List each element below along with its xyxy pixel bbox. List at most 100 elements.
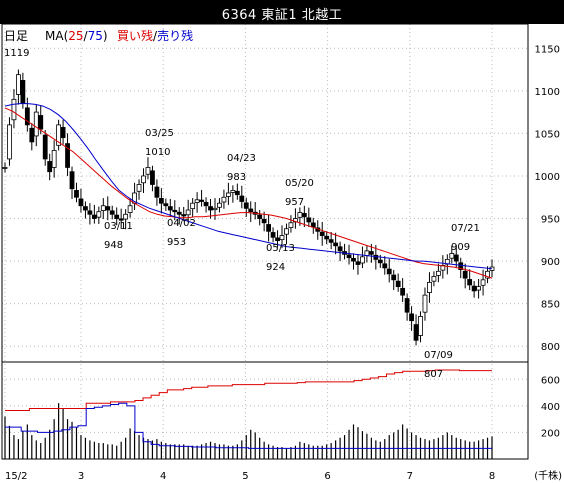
candle-body <box>123 213 129 220</box>
candle-body <box>212 207 218 211</box>
candle-body <box>333 242 339 247</box>
candle-body <box>47 161 53 173</box>
candle-body <box>306 217 312 223</box>
candle-body <box>141 175 146 184</box>
annotation-date: 03/25 <box>145 128 174 139</box>
candle-body <box>11 98 17 121</box>
candle-body <box>431 276 437 282</box>
candle-body <box>234 190 240 196</box>
candle-body <box>413 324 419 341</box>
candle-body <box>476 286 481 291</box>
candle-body <box>382 263 388 269</box>
candle-body <box>355 261 361 265</box>
price-tick-label: 1000 <box>535 172 560 183</box>
candle-body <box>181 214 187 217</box>
date-tick-label: 6 <box>324 471 330 482</box>
candle-body <box>360 256 365 264</box>
candle-body <box>69 171 75 190</box>
annotation-date: 07/09 <box>424 350 453 361</box>
volume-tick-label: 400 <box>541 402 560 413</box>
price-tick-label: 1150 <box>535 44 560 55</box>
candle-body <box>145 167 151 175</box>
ma-legend: MA(25/75) <box>45 29 108 43</box>
candle-body <box>279 235 285 241</box>
candle-body <box>7 124 12 160</box>
candle-body <box>167 206 173 211</box>
candlesticks <box>2 69 495 346</box>
annotation-value: 957 <box>285 197 304 208</box>
candle-body <box>199 199 204 202</box>
period-label: 日足 <box>4 29 28 43</box>
candle-body <box>158 198 164 204</box>
candle-body <box>172 209 178 213</box>
annotation-date: 04/02 <box>167 218 196 229</box>
price-tick-label: 1100 <box>535 87 560 98</box>
candle-body <box>418 316 423 336</box>
volume-tick-label: 200 <box>541 428 560 439</box>
candle-body <box>208 206 213 211</box>
date-tick-label: 3 <box>78 471 84 482</box>
annotation-value: 983 <box>227 172 246 183</box>
candle-body <box>74 190 79 198</box>
candle-body <box>65 143 70 168</box>
candle-body <box>217 202 222 208</box>
candle-body <box>310 222 316 228</box>
candle-body <box>24 107 30 126</box>
price-tick-label: 1050 <box>535 129 560 140</box>
annotation-date: 05/20 <box>285 178 314 189</box>
buy-margin-line <box>5 369 492 411</box>
candle-body <box>127 205 133 213</box>
annotation-date: 07/21 <box>451 223 480 234</box>
candle-body <box>427 281 432 293</box>
candle-body <box>368 251 374 255</box>
line-series <box>4 103 493 279</box>
candle-body <box>118 218 124 221</box>
volume-unit-label: (千株) <box>534 469 562 482</box>
candle-body <box>51 150 57 168</box>
candle-body <box>87 210 93 215</box>
candle-body <box>284 228 289 235</box>
annotation-value: 1010 <box>145 147 170 158</box>
candle-body <box>225 192 231 197</box>
candle-body <box>328 239 334 243</box>
candle-body <box>480 279 486 286</box>
date-tick-label: 7 <box>407 471 413 482</box>
annotation-value: 807 <box>424 369 443 380</box>
date-tick-label: 8 <box>489 471 495 482</box>
sell-margin-line <box>5 402 492 449</box>
candle-body <box>176 211 182 215</box>
candle-body <box>16 74 21 95</box>
candle-body <box>221 196 227 203</box>
candle-body <box>194 199 200 203</box>
candle-body <box>163 203 169 207</box>
candle-body <box>351 257 356 262</box>
candle-body <box>266 224 272 232</box>
candle-body <box>373 254 379 260</box>
grid-lines <box>2 24 528 459</box>
annotations: 1119 03/11 948 03/25 1010 04/02 953 04/23 983 05/… <box>4 48 480 380</box>
candle-body <box>257 214 263 219</box>
candle-body <box>154 186 160 198</box>
candle-body <box>471 285 477 292</box>
candle-body <box>83 206 88 211</box>
candle-body <box>261 218 267 224</box>
candle-body <box>462 270 468 279</box>
candle-body <box>105 206 111 211</box>
candle-body <box>319 231 325 236</box>
annotation-value: 1119 <box>4 48 29 59</box>
candle-body <box>190 202 196 210</box>
candle-body <box>42 134 48 160</box>
annotation-value: 924 <box>266 262 285 273</box>
candle-body <box>435 270 441 276</box>
candle-body <box>453 254 459 262</box>
candle-body <box>449 253 455 259</box>
candle-body <box>29 127 35 143</box>
candle-body <box>33 111 39 137</box>
candle-body <box>297 212 303 218</box>
candle-body <box>377 259 383 264</box>
chart-title: 6364 東証1 北越工 <box>221 8 343 23</box>
candle-body <box>324 235 330 240</box>
candle-body <box>100 205 106 211</box>
stock-chart: 800 850 900 950 1000 1050 1100 1150 200 400 600 (千株… <box>1 24 562 482</box>
price-tick-label: 900 <box>541 257 560 268</box>
